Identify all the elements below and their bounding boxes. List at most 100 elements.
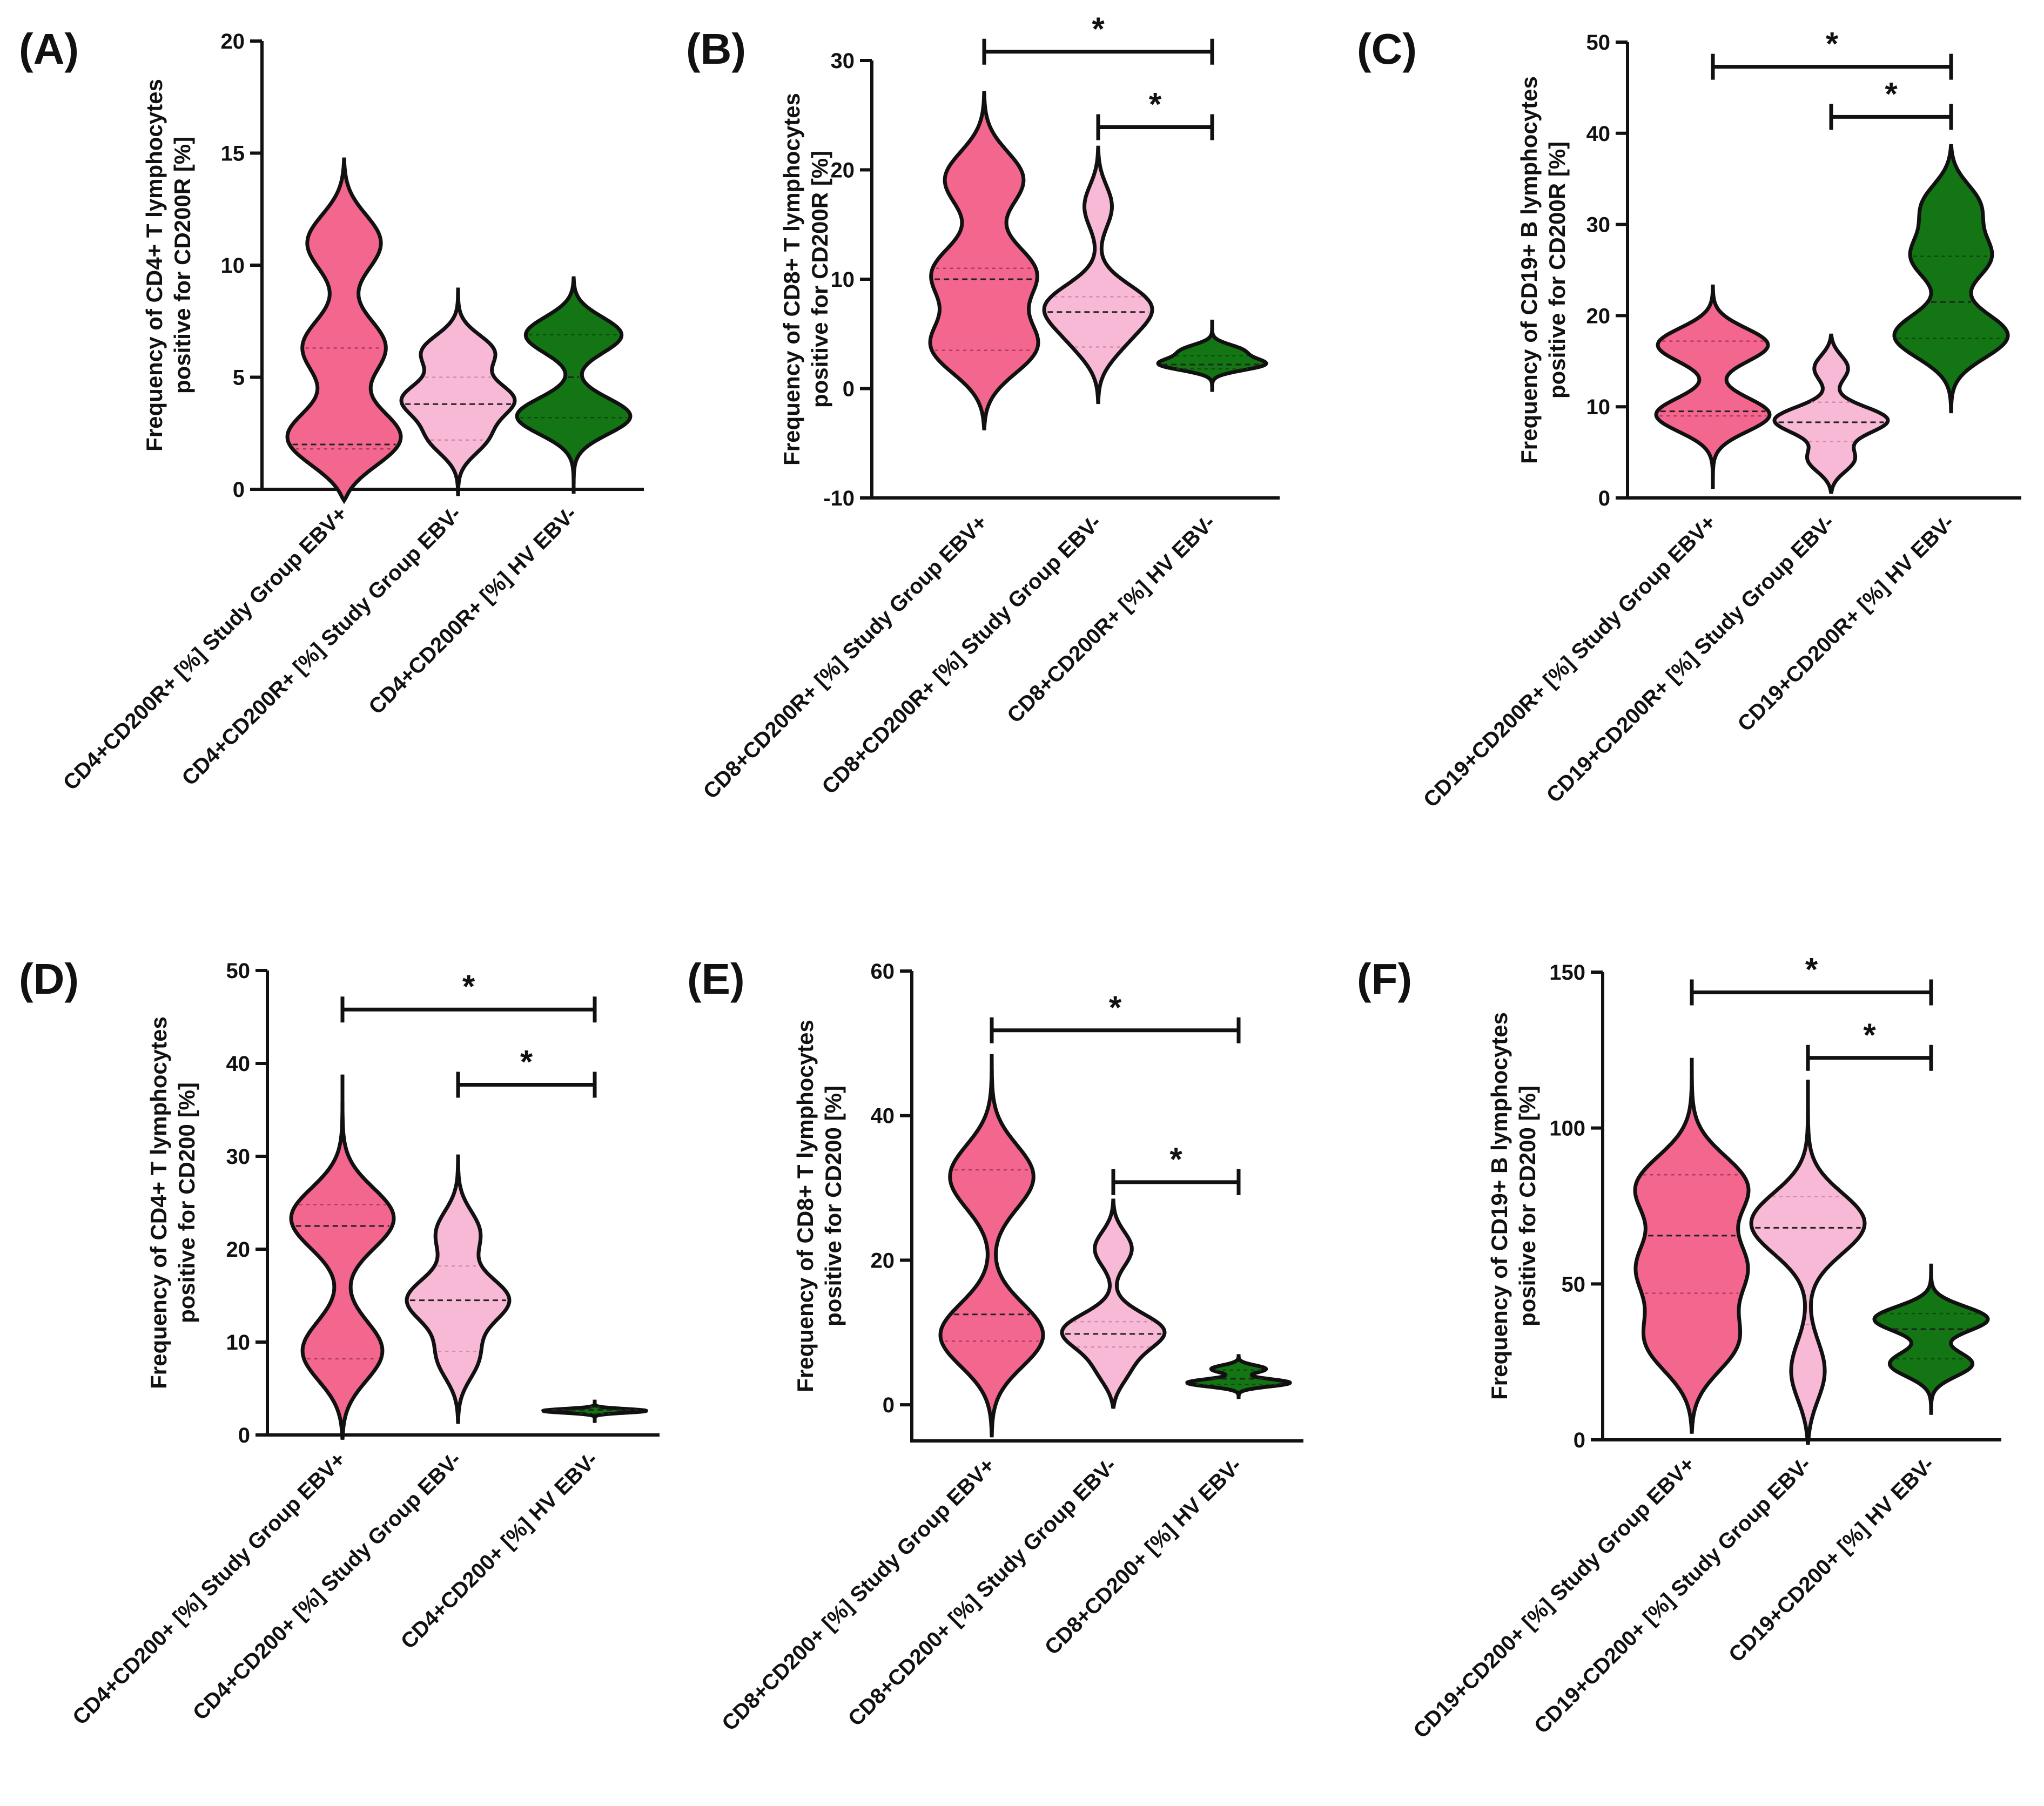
y-tick-label: 30 [1586, 213, 1611, 237]
y-tick-label: -10 [823, 487, 855, 510]
significance-bracket [1096, 114, 1214, 140]
violin-ebv-neg [1060, 1198, 1167, 1409]
violin-ebv-neg [1749, 1080, 1867, 1445]
violin-ebv-neg [399, 287, 517, 496]
significance-bracket [1111, 1169, 1241, 1195]
y-tick-label: 0 [238, 1424, 250, 1447]
significance-star: * [1092, 11, 1105, 47]
violin-hv [1185, 1354, 1292, 1399]
significance-bracket [990, 1017, 1241, 1043]
y-tick-label: 0 [233, 478, 245, 502]
significance-star: * [462, 968, 475, 1005]
panel-letter: (E) [687, 955, 745, 1003]
significance-bracket [1806, 1044, 1933, 1071]
y-axis-title-line: positive for CD200R [%] [807, 151, 832, 408]
significance-star: * [1149, 86, 1162, 123]
x-category-label: CD19+CD200R+ [%] HV EBV- [1733, 510, 1959, 736]
y-tick-label: 20 [871, 1249, 895, 1272]
y-tick-label: 50 [226, 959, 251, 983]
panel-letter: (B) [686, 25, 746, 73]
panel-letter: (D) [19, 955, 79, 1003]
significance-bracket [1711, 53, 1953, 80]
y-tick-label: 40 [1586, 122, 1611, 146]
panel-f: (F) Frequency of CD19+ B lymphocytes posit… [1357, 952, 2001, 1743]
y-axis-title: Frequency of CD8+ T lymphocytes positive … [779, 93, 832, 466]
significance-bracket [340, 996, 597, 1023]
y-axis-title-line: Frequency of CD4+ T lymphocytes [142, 79, 167, 452]
x-category-label: CD8+CD200+ [%] Study Group EBV- [844, 1453, 1121, 1731]
panel-letter: (F) [1357, 955, 1412, 1003]
y-axis-title-line: Frequency of CD19+ B lymphocytes [1487, 1012, 1512, 1400]
y-axis-title: Frequency of CD4+ T lymphocytes positive … [142, 79, 195, 452]
y-tick-label: 0 [883, 1393, 895, 1417]
y-tick-label: 15 [221, 142, 245, 166]
y-axis-title: Frequency of CD19+ B lymphocytes positive… [1487, 1012, 1540, 1400]
y-axis-title-line: Frequency of CD4+ T lymphocytes [146, 1016, 171, 1389]
violin-ebv-pos [928, 91, 1040, 430]
y-tick-label: 0 [1598, 487, 1610, 510]
significance-bracket [1829, 104, 1953, 130]
y-tick-label: 150 [1549, 961, 1585, 985]
y-tick-label: 5 [233, 366, 245, 390]
y-axis-title-line: positive for CD200R [%] [170, 137, 195, 394]
y-tick-label: 50 [1562, 1272, 1586, 1296]
y-tick-label: 20 [831, 159, 855, 183]
y-tick-label: 20 [221, 30, 245, 53]
violin-ebv-neg [1772, 333, 1890, 494]
x-category-label: CD4+CD200R+ [%] HV EBV- [364, 502, 581, 719]
panel-c: (C) Frequency of CD19+ B lymphocytes posit… [1357, 25, 2021, 812]
panel-letter: (A) [19, 25, 79, 73]
x-category-label: CD19+CD200+ [%] HV EBV- [1724, 1452, 1939, 1667]
violin-hv [1892, 144, 2010, 414]
significance-bracket [456, 1072, 597, 1098]
y-tick-label: 20 [1586, 304, 1611, 328]
panel-a: (A) Frequency of CD4+ T lymphocytes positi… [19, 25, 644, 795]
y-tick-label: 0 [843, 378, 855, 401]
violin-ebv-pos [938, 1054, 1045, 1438]
x-category-label: CD4+CD200+ [%] Study Group EBV- [189, 1447, 466, 1725]
panel-d: (D) Frequency of CD4+ T lymphocytes positi… [19, 955, 660, 1730]
significance-star: * [520, 1044, 533, 1080]
y-axis-title-line: Frequency of CD8+ T lymphocytes [779, 93, 804, 466]
violin-ebv-pos [289, 1074, 396, 1440]
y-axis-title-line: Frequency of CD19+ B lymphocytes [1516, 76, 1542, 464]
violin-ebv-pos [285, 157, 403, 504]
y-tick-label: 30 [831, 49, 855, 73]
y-tick-label: 0 [1574, 1428, 1585, 1452]
y-tick-label: 10 [1586, 395, 1611, 419]
panel-b: (B) Frequency of CD8+ T lymphocytes positi… [686, 11, 1280, 804]
y-axis-title: Frequency of CD19+ B lymphocytes positive… [1516, 76, 1570, 464]
panel-e: (E) Frequency of CD8+ T lymphocytes positi… [687, 955, 1303, 1736]
violin-ebv-pos [1654, 284, 1772, 489]
y-tick-label: 10 [831, 268, 855, 292]
significance-bracket [1690, 979, 1933, 1006]
x-category-label: CD8+CD200R+ [%] HV EBV- [1003, 510, 1220, 727]
y-tick-label: 40 [871, 1104, 895, 1128]
y-axis-title: Frequency of CD4+ T lymphocytes positive … [146, 1016, 199, 1389]
significance-bracket [982, 38, 1214, 65]
violin-hv [515, 276, 633, 494]
significance-star: * [1885, 76, 1898, 112]
violin-hv [1872, 1263, 1990, 1415]
y-tick-label: 10 [221, 254, 245, 278]
y-tick-label: 30 [226, 1145, 251, 1169]
y-axis-title-line: positive for CD200 [%] [821, 1086, 846, 1326]
violin-hv [541, 1399, 649, 1423]
significance-star: * [1109, 989, 1122, 1026]
y-tick-label: 20 [226, 1238, 251, 1262]
y-tick-label: 10 [226, 1331, 251, 1354]
significance-star: * [1826, 26, 1839, 62]
y-axis-title-line: Frequency of CD8+ T lymphocytes [792, 1020, 818, 1392]
y-tick-label: 100 [1549, 1117, 1585, 1141]
violin-ebv-pos [1633, 1057, 1751, 1434]
violin-ebv-neg [1042, 145, 1154, 405]
significance-star: * [1805, 952, 1818, 988]
y-axis-title-line: positive for CD200 [%] [174, 1082, 199, 1323]
y-tick-label: 50 [1586, 31, 1611, 55]
significance-star: * [1863, 1017, 1876, 1053]
y-axis-title: Frequency of CD8+ T lymphocytes positive … [792, 1020, 846, 1392]
x-category-label: CD8+CD200+ [%] HV EBV- [1040, 1453, 1247, 1660]
significance-star: * [1169, 1141, 1182, 1177]
y-axis-title-line: positive for CD200 [%] [1515, 1086, 1540, 1326]
